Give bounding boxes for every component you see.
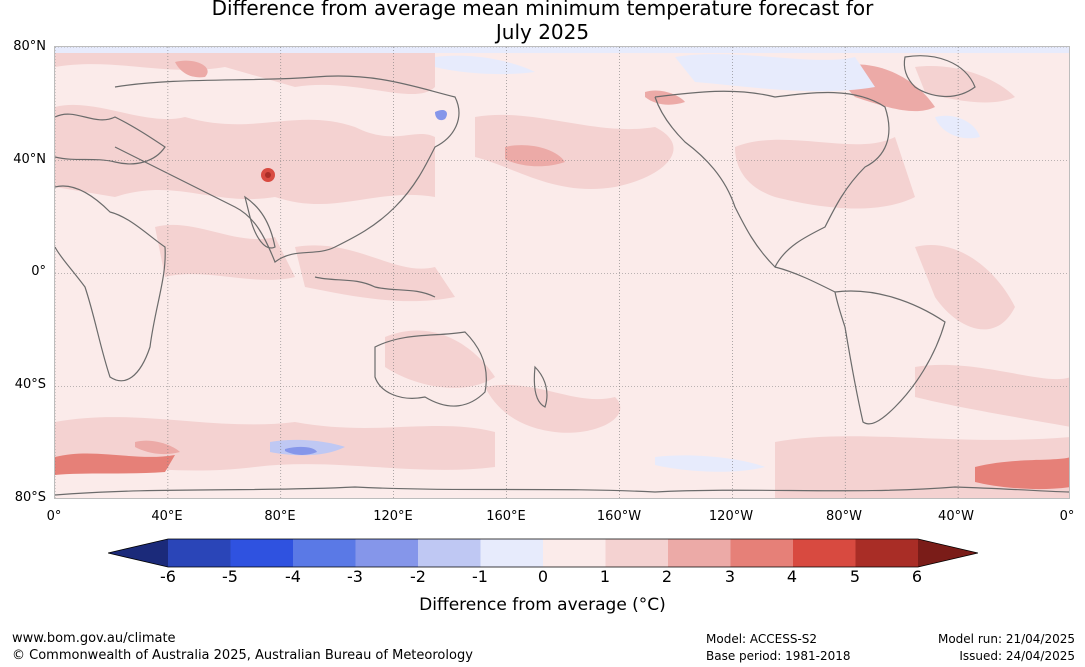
- colorbar-tick: -4: [285, 567, 301, 586]
- lon-label-0-right: 0°: [1059, 509, 1075, 524]
- anomaly-shading-layer: [55, 47, 1069, 498]
- map-title: Difference from average mean minimum tem…: [0, 0, 1085, 44]
- colorbar-outline: [108, 538, 978, 568]
- footer-model: Model: ACCESS-S2: [706, 632, 818, 646]
- colorbar-tick: -1: [472, 567, 488, 586]
- south-america-outline: [834, 290, 946, 425]
- lat-label-40s: 40°S: [14, 377, 46, 392]
- central-america-outline: [774, 266, 836, 293]
- map-title-line1: Difference from average mean minimum tem…: [211, 0, 874, 20]
- colorbar-cell: [418, 539, 481, 567]
- colorbar: [108, 538, 978, 568]
- colorbar-cell: [543, 539, 606, 567]
- india-outline: [244, 195, 276, 249]
- europe-outline: [55, 113, 166, 165]
- colorbar-tick: 3: [724, 567, 736, 586]
- map-canvas: [55, 47, 1069, 498]
- colorbar-tick: 2: [661, 567, 673, 586]
- colorbar-tick: 0: [537, 567, 549, 586]
- footer-copyright: © Commonwealth of Australia 2025, Austra…: [12, 648, 473, 663]
- lon-label-120w: 120°W: [708, 509, 754, 524]
- footer-base-period: Base period: 1981-2018: [706, 649, 851, 663]
- lon-label-120e: 120°E: [373, 509, 413, 524]
- colorbar-cell: [168, 539, 231, 567]
- footer-website: www.bom.gov.au/climate: [12, 631, 176, 646]
- lon-label-80w: 80°W: [826, 509, 862, 524]
- colorbar-cell: [668, 539, 731, 567]
- colorbar-cell: [730, 539, 794, 567]
- colorbar-extend-high: [918, 539, 978, 567]
- colorbar-cell: [230, 539, 294, 567]
- colorbar-tick: 4: [786, 567, 798, 586]
- lon-label-40w: 40°W: [938, 509, 974, 524]
- lon-label-0-left: 0°: [46, 509, 62, 524]
- colorbar-cell: [355, 539, 419, 567]
- colorbar-tick: 5: [849, 567, 861, 586]
- colorbar-tick: -2: [410, 567, 426, 586]
- lon-label-80e: 80°E: [264, 509, 296, 524]
- colorbar-tick: -3: [347, 567, 363, 586]
- colorbar-tick: -5: [222, 567, 238, 586]
- colorbar-cell: [793, 539, 856, 567]
- colorbar-label: Difference from average (°C): [419, 595, 666, 615]
- lon-label-160e: 160°E: [486, 509, 526, 524]
- colorbar-cell: [480, 539, 544, 567]
- colorbar-tick: 1: [599, 567, 611, 586]
- lon-label-40e: 40°E: [151, 509, 183, 524]
- greenland-outline: [903, 55, 976, 98]
- map-title-line2: July 2025: [495, 20, 590, 44]
- lat-label-0: 0°: [31, 264, 46, 279]
- colorbar-cell: [855, 539, 919, 567]
- australia-outline: [374, 331, 487, 407]
- colorbar-extend-low: [108, 539, 168, 567]
- lon-label-160w: 160°W: [596, 509, 642, 524]
- north-america-outline: [654, 90, 890, 269]
- antarctica-outline: [55, 486, 1069, 496]
- footer-model-run: Model run: 21/04/2025: [937, 632, 1075, 646]
- colorbar-cell: [605, 539, 669, 567]
- colorbar-tick: 6: [911, 567, 923, 586]
- graticule-layer: [55, 47, 1069, 498]
- lat-label-40n: 40°N: [13, 152, 46, 167]
- new-zealand-outline: [533, 365, 548, 408]
- footer-issued: Issued: 24/04/2025: [959, 649, 1075, 663]
- colorbar-cell: [293, 539, 356, 567]
- colorbar-tick: -6: [160, 567, 176, 586]
- temperature-anomaly-map: [54, 46, 1070, 499]
- indonesia-outline: [314, 276, 436, 298]
- africa-outline: [55, 185, 166, 382]
- lat-label-80s: 80°S: [14, 490, 46, 505]
- lat-label-80n: 80°N: [13, 39, 46, 54]
- asia-outline: [114, 75, 460, 263]
